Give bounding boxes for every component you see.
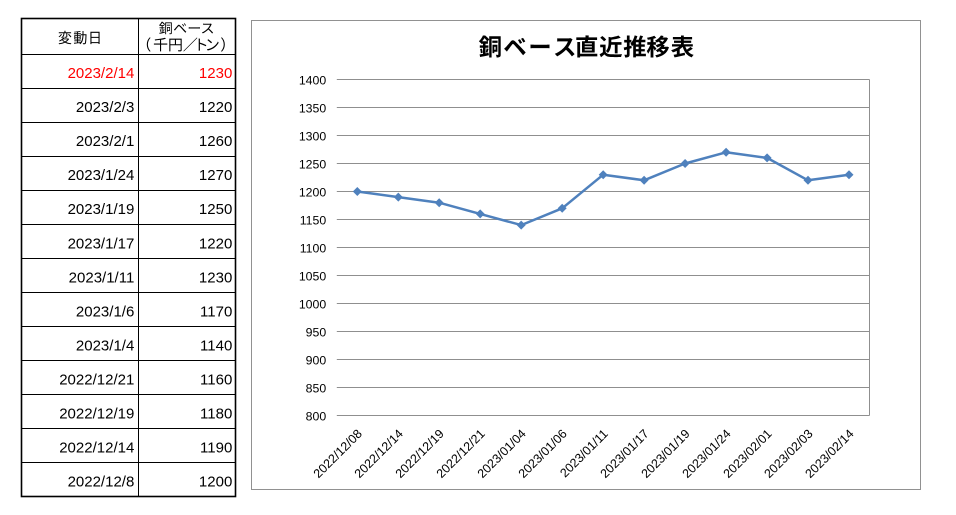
svg-text:2023/1/6: 2023/1/6 [76, 303, 134, 320]
svg-text:800: 800 [306, 409, 327, 423]
svg-text:1200: 1200 [199, 474, 232, 491]
svg-text:1400: 1400 [299, 73, 327, 87]
svg-text:1250: 1250 [199, 201, 232, 218]
svg-text:1160: 1160 [200, 371, 232, 388]
svg-text:1000: 1000 [299, 297, 327, 311]
svg-text:1220: 1220 [199, 235, 232, 252]
svg-text:1100: 1100 [300, 241, 327, 255]
svg-text:2023/2/1: 2023/2/1 [76, 133, 134, 150]
svg-text:2023/2/3: 2023/2/3 [76, 99, 134, 116]
svg-text:1300: 1300 [299, 129, 327, 143]
svg-text:1150: 1150 [300, 213, 327, 227]
svg-text:1230: 1230 [199, 269, 232, 286]
svg-text:950: 950 [306, 325, 327, 339]
svg-text:1260: 1260 [199, 133, 232, 150]
svg-text:900: 900 [306, 353, 327, 367]
svg-text:2023/1/11: 2023/1/11 [69, 269, 135, 286]
svg-text:2022/12/14: 2022/12/14 [59, 439, 134, 456]
svg-text:1220: 1220 [199, 99, 232, 116]
svg-text:2022/12/21: 2022/12/21 [59, 371, 134, 388]
svg-text:850: 850 [306, 381, 327, 395]
svg-text:1190: 1190 [200, 439, 232, 456]
svg-text:1140: 1140 [200, 337, 232, 354]
svg-text:2023/1/4: 2023/1/4 [76, 337, 134, 354]
svg-text:2022/12/19: 2022/12/19 [59, 405, 134, 422]
svg-text:2022/12/8: 2022/12/8 [68, 474, 135, 491]
svg-text:1050: 1050 [299, 269, 327, 283]
svg-text:2023/1/24: 2023/1/24 [68, 167, 135, 184]
svg-text:2023/1/19: 2023/1/19 [68, 201, 135, 218]
svg-text:1200: 1200 [299, 185, 327, 199]
svg-text:2023/1/17: 2023/1/17 [68, 235, 135, 252]
svg-text:1230: 1230 [199, 65, 232, 82]
svg-text:1180: 1180 [200, 405, 232, 422]
svg-text:1170: 1170 [200, 303, 232, 320]
svg-text:1350: 1350 [299, 101, 327, 115]
svg-text:2023/2/14: 2023/2/14 [68, 65, 135, 82]
svg-text:1250: 1250 [299, 157, 327, 171]
svg-text:1270: 1270 [199, 167, 232, 184]
